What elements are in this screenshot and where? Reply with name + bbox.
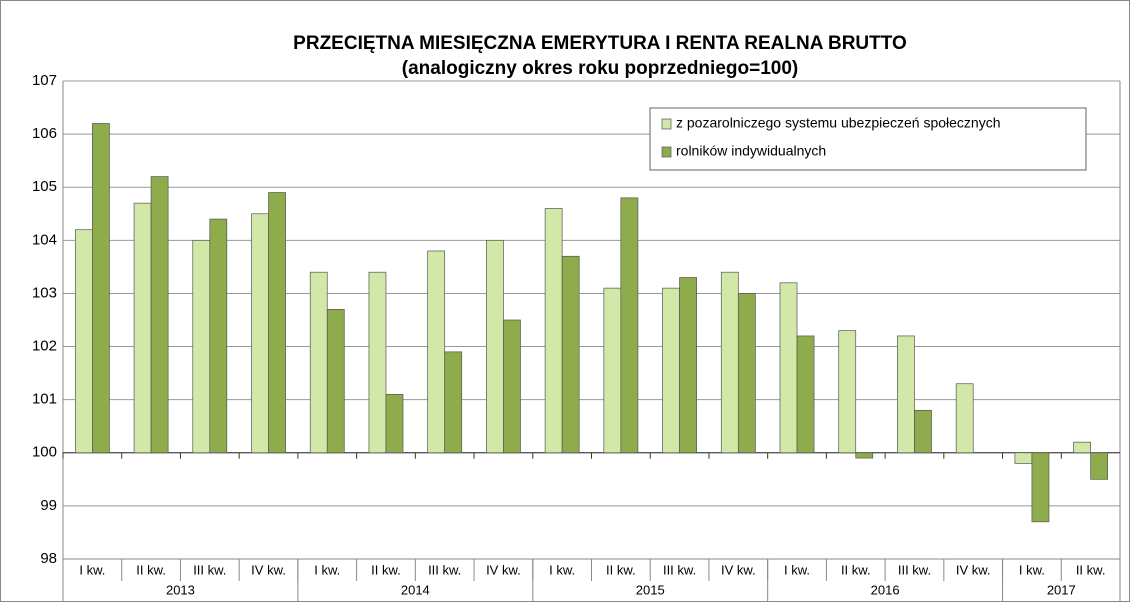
y-tick-label: 106 (32, 125, 57, 142)
bar (679, 277, 697, 454)
x-tick-label: II kw. (606, 562, 636, 577)
x-tick-label: IV kw. (721, 562, 756, 577)
x-tick-label: II kw. (841, 562, 871, 577)
y-tick-label: 99 (40, 497, 57, 514)
x-tick-label: IV kw. (251, 562, 286, 577)
y-tick-label: 101 (32, 391, 57, 408)
bar (603, 287, 622, 454)
x-tick-label: IV kw. (486, 562, 521, 577)
x-tick-label: I kw. (1019, 562, 1045, 577)
x-tick-label: II kw. (1076, 562, 1106, 577)
x-tick-label: II kw. (371, 562, 401, 577)
bar (955, 383, 974, 454)
x-tick-label: III kw. (193, 562, 226, 577)
bar (268, 192, 286, 454)
y-tick-label: 103 (32, 284, 57, 301)
bar (662, 287, 680, 454)
bar (1073, 441, 1091, 454)
y-tick-label: 107 (32, 72, 57, 89)
bar (779, 282, 798, 454)
bar (326, 309, 345, 454)
bar (385, 394, 404, 454)
bar (1031, 452, 1050, 523)
legend-swatch (661, 146, 672, 158)
bar (544, 208, 563, 454)
y-tick-label: 100 (32, 444, 57, 461)
bar (737, 293, 756, 454)
bar (838, 330, 857, 454)
y-tick-label: 98 (40, 550, 57, 567)
bar (150, 176, 169, 454)
group-label: 2016 (871, 582, 900, 597)
bar (309, 271, 328, 454)
bar (855, 452, 874, 459)
bar (444, 351, 463, 454)
bar (796, 335, 815, 454)
x-tick-label: I kw. (549, 562, 575, 577)
bar (427, 250, 446, 454)
bar (486, 239, 504, 454)
x-tick-label: III kw. (898, 562, 931, 577)
bar (561, 255, 580, 454)
bar (251, 213, 269, 454)
x-tick-label: II kw. (136, 562, 166, 577)
bar (914, 409, 932, 454)
y-tick-label: 104 (32, 231, 57, 248)
bar (209, 218, 228, 454)
bar (1090, 452, 1109, 480)
bar (1014, 452, 1033, 464)
y-tick-label: 105 (32, 178, 57, 195)
group-label: 2013 (166, 582, 195, 597)
group-label: 2014 (401, 582, 430, 597)
bar (897, 335, 915, 454)
legend-box (649, 107, 1087, 171)
legend-label: z pozarolniczego systemu ubezpieczeń spo… (676, 115, 1001, 131)
x-tick-label: III kw. (428, 562, 461, 577)
x-tick-label: III kw. (663, 562, 696, 577)
group-label: 2015 (636, 582, 665, 597)
bar (720, 271, 739, 454)
chart-title: PRZECIĘTNA MIESIĘCZNA EMERYTURA I RENTA … (293, 33, 907, 54)
legend-swatch (661, 118, 672, 130)
x-tick-label: I kw. (784, 562, 810, 577)
x-tick-label: IV kw. (956, 562, 991, 577)
group-label: 2017 (1047, 582, 1076, 597)
bar (620, 197, 639, 454)
x-tick-label: I kw. (79, 562, 105, 577)
chart-subtitle: (analogiczny okres roku poprzedniego=100… (402, 58, 798, 79)
legend-label: rolników indywidualnych (676, 143, 826, 159)
bar (503, 319, 521, 454)
bar (133, 202, 152, 454)
bar (92, 123, 110, 454)
bar (368, 271, 387, 454)
bar (192, 239, 211, 454)
bar (74, 229, 93, 454)
x-tick-label: I kw. (314, 562, 340, 577)
y-tick-label: 102 (32, 338, 57, 355)
